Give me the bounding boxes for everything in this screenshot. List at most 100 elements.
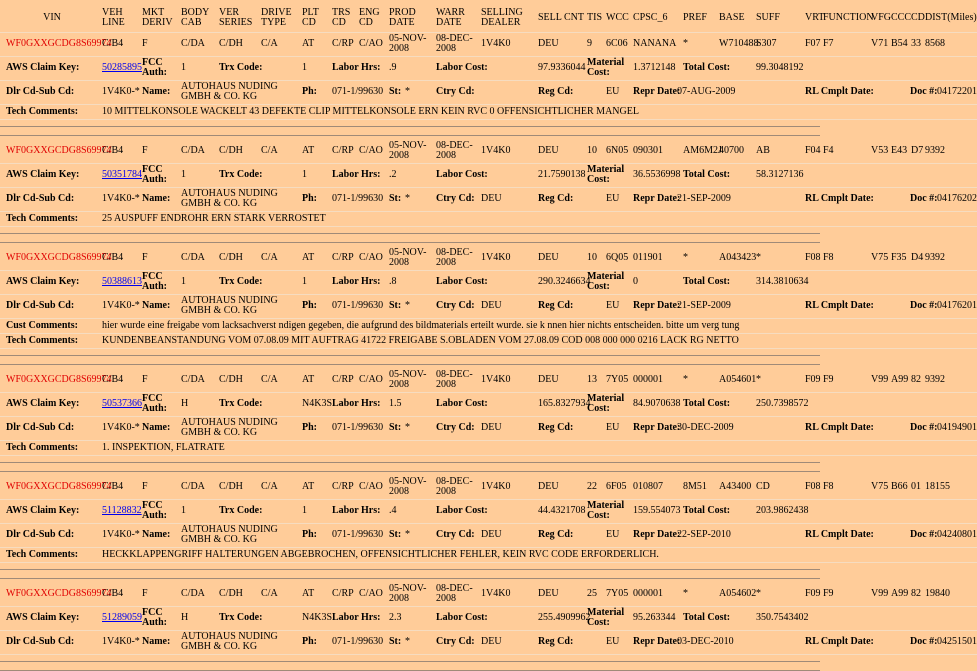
record-field: *: [683, 252, 688, 263]
column-header: VEH LINE: [102, 7, 125, 28]
record-field: 08-DEC-2008: [436, 476, 473, 497]
field-label: Reg Cd:: [538, 529, 574, 540]
column-header: BASE: [719, 12, 745, 23]
record-field: C/A: [261, 481, 278, 492]
field-label: St:: [389, 636, 402, 647]
record-field: C/DH: [219, 481, 243, 492]
field-label: FCC Auth:: [142, 393, 168, 414]
record-separator: [0, 355, 820, 356]
record-field: 40700: [719, 145, 744, 156]
record-field: AM6M2J: [683, 145, 722, 156]
record-field: 090301: [633, 145, 663, 156]
field-value: 36.5536998: [633, 169, 681, 180]
column-header: SELLING DEALER: [481, 7, 523, 28]
row-divider: [0, 318, 977, 319]
record-field: B66: [891, 481, 908, 492]
record-field: F: [142, 481, 148, 492]
field-label: Doc #:: [910, 422, 938, 433]
field-label: Repr Date:: [633, 193, 681, 204]
claim-key-link[interactable]: 50285895: [102, 62, 142, 73]
record-separator: [0, 233, 820, 234]
record-field: DEU: [538, 252, 559, 263]
field-label: Labor Hrs:: [332, 398, 381, 409]
record-field: 25: [587, 588, 597, 599]
field-value: AUTOHAUS NUDING GMBH & CO. KG: [181, 524, 278, 545]
column-header: DRIVE TYPE: [261, 7, 292, 28]
field-label: St:: [389, 86, 402, 97]
field-value: 99.3048192: [756, 62, 804, 73]
record-field: 05-NOV-2008: [389, 247, 427, 268]
claim-key-link[interactable]: 51289059: [102, 612, 142, 623]
record-field: 1V4K0: [481, 145, 511, 156]
record-field: C/AO: [359, 481, 383, 492]
field-label: St:: [389, 529, 402, 540]
record-field: C/B4: [102, 252, 124, 263]
field-label: Ctry Cd:: [436, 636, 475, 647]
row-divider: [0, 104, 977, 105]
field-value: *: [405, 529, 410, 540]
field-label: RL Cmplt Date:: [805, 529, 874, 540]
field-value: EU: [606, 86, 620, 97]
row-divider: [0, 163, 977, 164]
record-field: 08-DEC-2008: [436, 583, 473, 604]
record-field: 18155: [925, 481, 950, 492]
field-label: Material Cost:: [587, 164, 625, 185]
field-label: FCC Auth:: [142, 57, 168, 78]
field-label: Trx Code:: [219, 169, 263, 180]
field-label: AWS Claim Key:: [6, 62, 80, 73]
field-value: 071-1/99630: [332, 300, 384, 311]
column-header: CCC: [891, 12, 912, 23]
field-label: Doc #:: [910, 300, 938, 311]
field-value: DEU: [481, 422, 502, 433]
record-separator: [0, 471, 820, 472]
column-header: TRS CD: [332, 7, 351, 28]
record-field: F: [142, 252, 148, 263]
record-separator: [0, 462, 820, 463]
record-field: C/A: [261, 374, 278, 385]
record-field: *: [756, 588, 761, 599]
record-field: 13: [587, 374, 597, 385]
record-field: 05-NOV-2008: [389, 33, 427, 54]
record-field: 1V4K0: [481, 481, 511, 492]
record-field: F08: [805, 481, 821, 492]
field-label: Labor Hrs:: [332, 62, 381, 73]
record-field: AB: [756, 145, 770, 156]
comment-label: Tech Comments:: [6, 441, 79, 453]
field-value: 071-1/99630: [332, 636, 384, 647]
record-field: C/RP: [332, 252, 354, 263]
record-field: W710488: [719, 38, 759, 49]
field-label: Dlr Cd-Sub Cd:: [6, 636, 75, 647]
field-value: 04194901: [937, 422, 977, 433]
vin: WF0GXXGCDG8S69974: [6, 252, 112, 263]
field-value: 2.3: [389, 612, 402, 623]
field-value: 1: [302, 169, 307, 180]
field-label: Dlr Cd-Sub Cd:: [6, 86, 75, 97]
row-divider: [0, 562, 977, 563]
record-field: 08-DEC-2008: [436, 33, 473, 54]
claim-key-link[interactable]: 51128832: [102, 505, 142, 516]
field-label: Labor Cost:: [436, 612, 488, 623]
record-field: 9392: [925, 145, 945, 156]
claim-key-link[interactable]: 50537366: [102, 398, 142, 409]
record-field: C/B4: [102, 145, 124, 156]
claim-key-link[interactable]: 50351784: [102, 169, 142, 180]
field-value: 314.3810634: [756, 276, 809, 287]
record-field: 05-NOV-2008: [389, 140, 427, 161]
field-value: 255.4909962: [538, 612, 591, 623]
record-field: 10: [587, 252, 597, 263]
record-field: F08: [805, 252, 821, 263]
field-label: Labor Hrs:: [332, 505, 381, 516]
record-separator: [0, 126, 820, 127]
record-field: C/DH: [219, 588, 243, 599]
record-field: 6Q05: [606, 252, 629, 263]
field-label: Reg Cd:: [538, 300, 574, 311]
field-label: Name:: [142, 300, 171, 311]
comment-text: KUNDENBEANSTANDUNG VOM 07.08.09 MIT AUFT…: [102, 334, 739, 346]
claim-key-link[interactable]: 50388613: [102, 276, 142, 287]
record-field: C/DH: [219, 38, 243, 49]
field-value: *: [405, 86, 410, 97]
comment-text: 1. INSPEKTION, FLATRATE: [102, 441, 225, 453]
field-value: 04176201: [937, 300, 977, 311]
record-field: *: [683, 38, 688, 49]
